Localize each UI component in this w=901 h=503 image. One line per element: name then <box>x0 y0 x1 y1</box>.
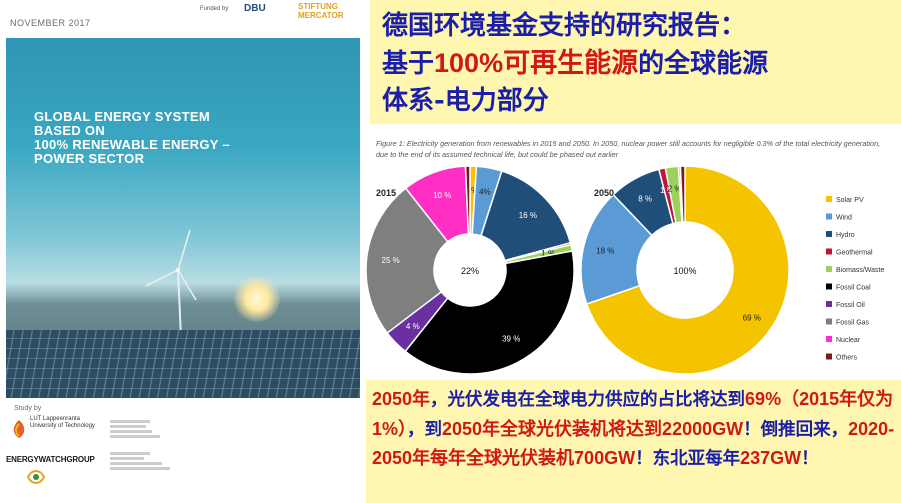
legend-swatch <box>826 196 832 202</box>
cover-date: NOVEMBER 2017 <box>10 18 91 28</box>
energywatchgroup-logo: ENERGYWATCHGROUP <box>6 455 95 464</box>
slice-label: 4 % <box>406 322 420 331</box>
legend-label: Hydro <box>836 232 855 239</box>
summary-box: 2050年，光伏发电在全球电力供应的占比将达到69%（2015年仅为1%），到2… <box>366 380 901 503</box>
donut-slice-fossil-gas <box>366 187 449 334</box>
chart-figure: Figure 1: Electricity generation from re… <box>366 124 901 380</box>
summary-segment: ，到 <box>407 419 443 440</box>
legend-swatch <box>826 318 832 325</box>
slice-label: 1% <box>467 186 479 195</box>
summary-segment: ，光伏发电在全球电力供应的占比将达到 <box>430 390 746 410</box>
slice-label: 4% <box>479 187 491 196</box>
summary-segment: ！ <box>801 449 819 469</box>
donut-center-label: 100% <box>673 266 696 276</box>
legend-label: Fossil Coal <box>836 285 871 292</box>
legend-swatch <box>826 283 832 290</box>
slice-label: 16 % <box>519 211 537 220</box>
report-cover: NOVEMBER 2017 Funded by DBU STIFTUNG MER… <box>0 0 366 503</box>
donut-center-label: 22% <box>461 266 479 276</box>
summary-highlight: 69%（2015年仅为1%） <box>372 389 894 439</box>
legend-swatch <box>826 301 832 307</box>
figure-caption: Figure 1: Electricity generation from re… <box>376 139 881 159</box>
mercator-logo: STIFTUNG MERCATOR <box>298 2 344 20</box>
slice-label: 39 % <box>502 335 520 344</box>
legend-swatch <box>826 336 832 342</box>
summary-highlight: 2050年全球光伏装机将达到22000GW <box>442 418 744 439</box>
slice-label: 18 % <box>596 247 614 256</box>
summary-highlight: 2050年 <box>372 389 431 409</box>
legend-swatch <box>826 213 832 220</box>
address-block <box>110 418 200 440</box>
slice-label: 69 % <box>743 314 761 323</box>
headline-line: 体系-电力部分 <box>382 86 549 116</box>
dbu-logo: DBU <box>244 3 266 14</box>
donut-charts: 1% 4% 16 % 1 % 39 % 4 % 25 % 10 % 22% 2015 69 % 18 … <box>366 165 884 375</box>
donut-slice-hydro <box>480 170 572 262</box>
headline-text: 的全球能源 <box>638 49 769 79</box>
cover-photo: GLOBAL ENERGY SYSTEM BASED ON 100% RENEW… <box>6 38 360 398</box>
legend-label: Nuclear <box>836 337 861 344</box>
chart-year-title: 2050 <box>594 188 614 198</box>
ewg-swirl-icon <box>26 470 46 484</box>
legend-label: Biomass/Waste <box>836 267 884 274</box>
legend-label: Wind <box>836 215 852 222</box>
legend-swatch <box>826 266 832 272</box>
lut-logo-icon <box>13 420 25 438</box>
headline-box: 德国环境基金支持的研究报告： 基于100%可再生能源的全球能源 体系-电力部分 <box>370 0 901 124</box>
summary-segment: ！东北亚每年 <box>635 449 741 469</box>
summary-text: 2050年，光伏发电在全球电力供应的占比将达到69%（2015年仅为1%），到2… <box>372 385 897 474</box>
donut-slice-fossil-coal <box>404 250 575 375</box>
address-block <box>110 450 200 472</box>
legend-label: Others <box>836 355 858 362</box>
headline: 德国环境基金支持的研究报告： 基于100%可再生能源的全球能源 体系-电力部分 <box>382 8 892 120</box>
headline-highlight: 100%可再生能源 <box>434 48 639 78</box>
legend-label: Solar PV <box>836 197 864 204</box>
study-by-label: Study by <box>14 405 42 412</box>
cover-title-line: 100% RENEWABLE ENERGY – <box>34 137 230 152</box>
slice-label: 25 % <box>382 256 400 265</box>
donut-slice-others <box>464 165 471 235</box>
lut-name: LUT Lappeenranta University of Technolog… <box>30 416 95 429</box>
slice-label: 2 % <box>668 185 682 194</box>
solar-panel-grid <box>6 338 360 398</box>
legend-label: Geothermal <box>836 250 873 257</box>
cover-title-line: POWER SECTOR <box>34 151 145 166</box>
headline-text: 基于 <box>382 49 435 79</box>
summary-highlight: 2020-2050年每年全球光伏装机700GW <box>372 418 895 469</box>
sun-glow <box>234 276 280 322</box>
legend-swatch <box>826 248 832 255</box>
headline-line: 德国环境基金支持的研究报告： <box>382 11 747 41</box>
slice-label: 10 % <box>433 191 451 200</box>
cover-title: GLOBAL ENERGY SYSTEM BASED ON 100% RENEW… <box>34 110 334 166</box>
donut-slice-others <box>679 165 686 223</box>
slice-label: 1 % <box>660 186 674 195</box>
cover-title-line: GLOBAL ENERGY SYSTEM <box>34 109 210 124</box>
donut-slice-solar-pv <box>585 165 790 375</box>
legend-label: Fossil Gas <box>836 320 870 327</box>
legend-swatch <box>826 353 832 360</box>
legend-swatch <box>826 231 832 237</box>
cover-title-line: BASED ON <box>34 123 106 138</box>
funded-by-label: Funded by <box>200 6 229 12</box>
summary-segment: ！倒推回来， <box>743 419 849 440</box>
slice-label: 1 % <box>541 249 555 258</box>
wind-turbine-icon <box>145 229 197 339</box>
legend-label: Fossil Oil <box>836 302 865 309</box>
chart-year-title: 2015 <box>376 188 396 198</box>
slice-label: 8 % <box>638 194 652 203</box>
summary-highlight: 237GW <box>740 448 802 468</box>
